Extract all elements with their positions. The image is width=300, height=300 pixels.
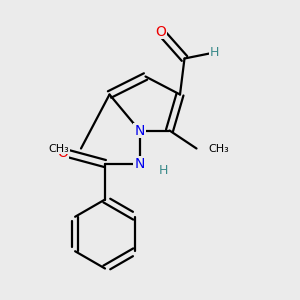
Text: CH₃: CH₃ — [208, 143, 229, 154]
Text: H: H — [210, 46, 219, 59]
Text: O: O — [155, 25, 166, 38]
Text: CH₃: CH₃ — [48, 143, 69, 154]
Text: N: N — [134, 124, 145, 137]
Text: O: O — [58, 146, 68, 160]
Text: N: N — [134, 157, 145, 170]
Text: H: H — [159, 164, 168, 177]
